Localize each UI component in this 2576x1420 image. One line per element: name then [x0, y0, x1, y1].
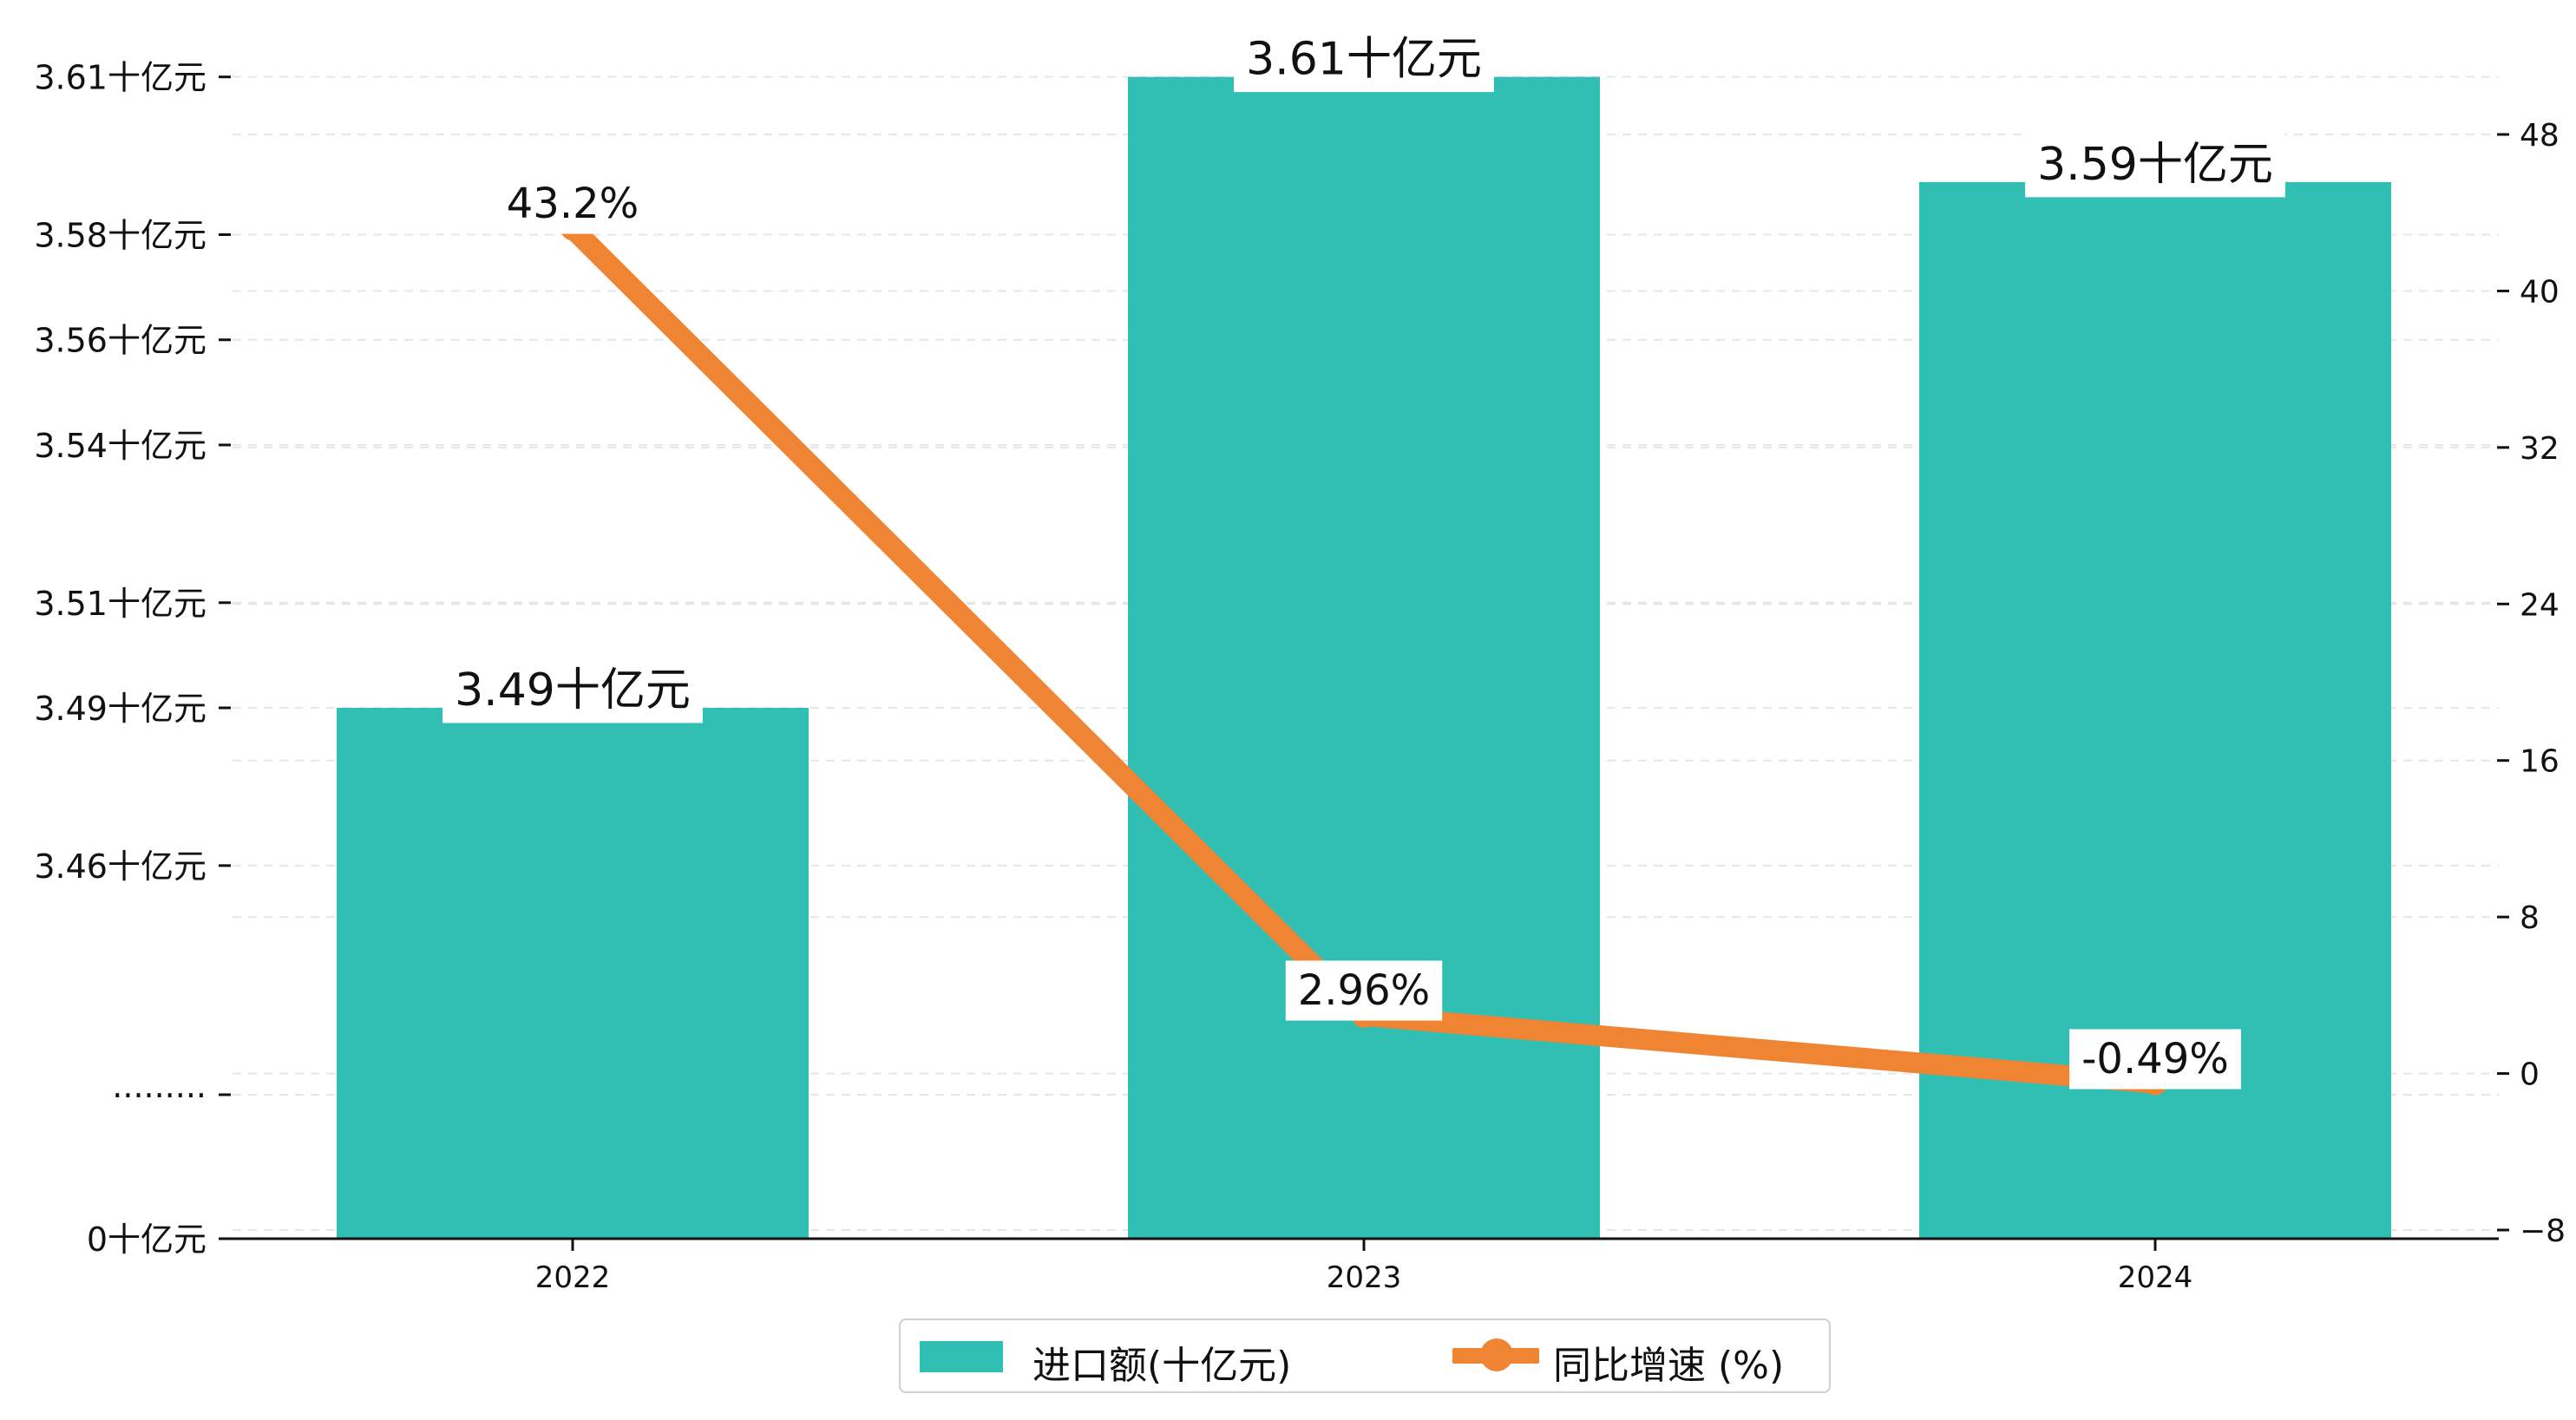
- bar-value-label-2022-bg: [442, 658, 703, 723]
- left-tick-label: 3.46十亿元: [34, 847, 206, 886]
- growth-value-label-2022-bg: [494, 173, 652, 234]
- left-tick-label: 3.51十亿元: [34, 585, 206, 623]
- data-labels: 3.49十亿元 3.61十亿元 3.59十亿元 43.2% 2.96% -0.49%: [442, 27, 2285, 1090]
- legend-item-growth: 同比增速 (%): [901, 1320, 1829, 1391]
- bar-2022: [337, 708, 809, 1239]
- left-tick-label: ·········: [112, 1076, 206, 1115]
- growth-value-label-2023-bg: [1285, 960, 1443, 1021]
- left-tick-label: 3.54十亿元: [34, 427, 206, 465]
- growth-value-label-2023-text: 2.96%: [1298, 966, 1430, 1015]
- left-tick-label: 3.61十亿元: [34, 59, 206, 97]
- growth-value-label-2022: 43.2%: [494, 173, 652, 234]
- left-tick-label: 3.49十亿元: [34, 690, 206, 728]
- legend: 进口额(十亿元) 同比增速 (%): [899, 1319, 1831, 1393]
- growth-value-label-2024-bg: [2069, 1029, 2241, 1090]
- left-tick-label: 3.56十亿元: [34, 322, 206, 360]
- bar-value-label-2024-text: 3.59十亿元: [2037, 139, 2273, 191]
- x-tick-label: 2022: [535, 1260, 611, 1295]
- growth-value-label-2022-text: 43.2%: [507, 180, 639, 228]
- growth-value-label-2024: -0.49%: [2069, 1029, 2241, 1090]
- right-tick-label: 24: [2520, 587, 2560, 623]
- legend-swatch-dot: [1480, 1338, 1513, 1371]
- bar-value-label-2024: 3.59十亿元: [2025, 132, 2285, 198]
- x-tick-label: 2024: [2118, 1260, 2193, 1295]
- legend-label-growth: 同比增速 (%): [1553, 1344, 1785, 1388]
- bar-value-label-2022-text: 3.49十亿元: [455, 664, 691, 717]
- bar-value-label-2022: 3.49十亿元: [442, 658, 703, 723]
- bar-value-label-2023: 3.61十亿元: [1234, 27, 1494, 93]
- legend-swatch-bar: [920, 1341, 1003, 1372]
- bar-value-label-2023-text: 3.61十亿元: [1246, 34, 1482, 86]
- axes: 0十亿元 3.46十亿元 3.49十亿元 3.51十亿元 3.54十亿元 3.56十亿元 3…: [34, 59, 2566, 1295]
- right-tick-label: −8: [2520, 1214, 2566, 1249]
- right-tick-label: 0: [2520, 1057, 2540, 1093]
- right-tick-label: 8: [2520, 900, 2540, 936]
- growth-value-label-2024-text: -0.49%: [2081, 1035, 2229, 1083]
- right-tick-label: 32: [2520, 431, 2560, 467]
- right-tick-label: 48: [2520, 118, 2560, 154]
- left-tick-label: 0十亿元: [87, 1220, 206, 1259]
- bar-value-label-2023-bg: [1234, 27, 1494, 93]
- left-tick-label: 3.58十亿元: [34, 217, 206, 255]
- right-tick-label: 16: [2520, 744, 2560, 780]
- legend-label-imports: 进口额(十亿元): [1032, 1344, 1292, 1388]
- bar-value-label-2024-bg: [2025, 132, 2285, 198]
- x-tick-label: 2023: [1327, 1260, 1402, 1295]
- right-tick-label: 40: [2520, 274, 2560, 310]
- legend-item-imports: 进口额(十亿元): [901, 1320, 1352, 1391]
- bar-2023: [1128, 76, 1600, 1239]
- growth-value-label-2023: 2.96%: [1285, 960, 1443, 1021]
